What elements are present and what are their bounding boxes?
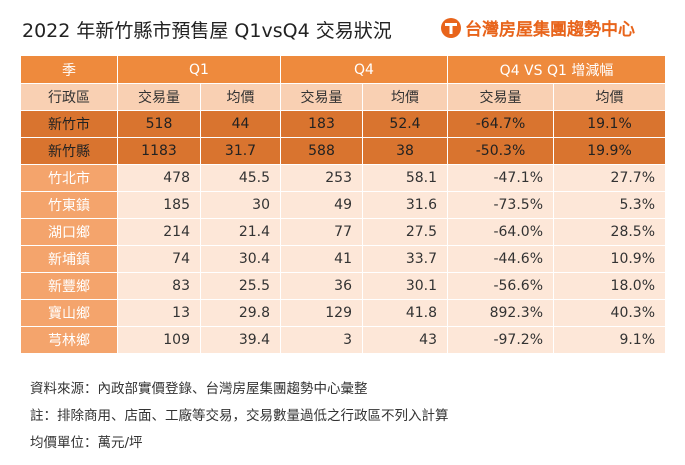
group-header-row: 季 Q1 Q4 Q4 VS Q1 增減幅 xyxy=(20,55,667,84)
note: 資料來源：內政部實價登錄、台灣房屋集團趨勢中心彙整 xyxy=(30,381,368,397)
cell: 74 xyxy=(117,245,201,273)
logo-icon xyxy=(441,17,461,38)
table-row: 芎林鄉 109 39.4 3 43 -97.2% 9.1% xyxy=(20,326,667,354)
district: 湖口鄉 xyxy=(20,218,118,246)
cell: 43 xyxy=(362,326,448,354)
cell: 18.0% xyxy=(552,272,667,300)
cell: 31.7 xyxy=(200,137,281,165)
table-row: 寶山鄉 13 29.8 129 41.8 892.3% 40.3% xyxy=(20,299,667,327)
cell: 58.1 xyxy=(362,164,448,192)
district: 新埔鎮 xyxy=(20,245,118,273)
cell: 25.5 xyxy=(200,272,281,300)
cell: 185 xyxy=(117,191,201,219)
cell: -97.2% xyxy=(447,326,554,354)
cell: 21.4 xyxy=(200,218,281,246)
cell: 77 xyxy=(280,218,363,246)
table: 季 Q1 Q4 Q4 VS Q1 增減幅 行政區 交易量 均價 交易量 均價 交易量 均價 新竹市 51… xyxy=(20,55,667,354)
note: 註：排除商用、店面、工廠等交易，交易數量過低之行政區不列入計算 xyxy=(30,408,449,424)
cell: -56.6% xyxy=(447,272,554,300)
logo-text: 台灣房屋集團趨勢中心 xyxy=(465,20,635,40)
cell: 39.4 xyxy=(200,326,281,354)
cell: -64.0% xyxy=(447,218,554,246)
district: 竹北市 xyxy=(20,164,118,192)
column-header: 交易量 xyxy=(117,83,201,111)
cell: 41 xyxy=(280,245,363,273)
district: 芎林鄉 xyxy=(20,326,118,354)
cell: 3 xyxy=(280,326,363,354)
cell: 478 xyxy=(117,164,201,192)
table-row: 湖口鄉 214 21.4 77 27.5 -64.0% 28.5% xyxy=(20,218,667,246)
cell: 9.1% xyxy=(552,326,667,354)
cell: 28.5% xyxy=(552,218,667,246)
cell: -50.3% xyxy=(447,137,554,165)
table-row: 竹北市 478 45.5 253 58.1 -47.1% 27.7% xyxy=(20,164,667,192)
cell: 30.4 xyxy=(200,245,281,273)
cell: 129 xyxy=(280,299,363,327)
cell: 214 xyxy=(117,218,201,246)
group-header: Q4 xyxy=(280,55,448,84)
column-header: 交易量 xyxy=(280,83,363,111)
cell: 518 xyxy=(117,110,201,138)
cell: 1183 xyxy=(117,137,201,165)
cell: 31.6 xyxy=(362,191,448,219)
cell: 253 xyxy=(280,164,363,192)
cell: 27.5 xyxy=(362,218,448,246)
cell: 83 xyxy=(117,272,201,300)
cell: 38 xyxy=(362,137,448,165)
cell: -47.1% xyxy=(447,164,554,192)
group-header: Q4 VS Q1 增減幅 xyxy=(446,55,667,84)
cell: -64.7% xyxy=(447,110,554,138)
cell: 183 xyxy=(280,110,363,138)
district: 竹東鎮 xyxy=(20,191,118,219)
table-row: 新埔鎮 74 30.4 41 33.7 -44.6% 10.9% xyxy=(20,245,667,273)
cell: 30.1 xyxy=(362,272,448,300)
table-row: 新豐鄉 83 25.5 36 30.1 -56.6% 18.0% xyxy=(20,272,667,300)
group-header: Q1 xyxy=(117,55,281,84)
cell: 109 xyxy=(117,326,201,354)
table-row: 新竹縣 1183 31.7 588 38 -50.3% 19.9% xyxy=(20,137,667,165)
cell: -44.6% xyxy=(447,245,554,273)
district: 寶山鄉 xyxy=(20,299,118,327)
cell: 588 xyxy=(280,137,363,165)
cell: 13 xyxy=(117,299,201,327)
cell: -73.5% xyxy=(447,191,554,219)
note: 均價單位：萬元/坪 xyxy=(30,435,143,451)
column-header: 交易量 xyxy=(447,83,554,111)
cell: 19.9% xyxy=(552,137,667,165)
column-header: 均價 xyxy=(552,83,667,111)
district: 新竹縣 xyxy=(20,137,118,165)
cell: 40.3% xyxy=(552,299,667,327)
cell: 892.3% xyxy=(447,299,554,327)
district: 新豐鄉 xyxy=(20,272,118,300)
table-row: 竹東鎮 185 30 49 31.6 -73.5% 5.3% xyxy=(20,191,667,219)
title: 2022 年新竹縣市預售屋 Q1vsQ4 交易狀況 xyxy=(22,20,392,42)
column-header: 均價 xyxy=(200,83,281,111)
group-header: 季 xyxy=(20,55,118,84)
column-header: 均價 xyxy=(362,83,448,111)
cell: 41.8 xyxy=(362,299,448,327)
cell: 19.1% xyxy=(552,110,667,138)
cell: 10.9% xyxy=(552,245,667,273)
cell: 52.4 xyxy=(362,110,448,138)
cell: 5.3% xyxy=(552,191,667,219)
cell: 33.7 xyxy=(362,245,448,273)
column-header: 行政區 xyxy=(20,83,118,111)
column-header-row: 行政區 交易量 均價 交易量 均價 交易量 均價 xyxy=(20,83,667,111)
cell: 45.5 xyxy=(200,164,281,192)
cell: 49 xyxy=(280,191,363,219)
cell: 36 xyxy=(280,272,363,300)
cell: 30 xyxy=(200,191,281,219)
table-row: 新竹市 518 44 183 52.4 -64.7% 19.1% xyxy=(20,110,667,138)
cell: 27.7% xyxy=(552,164,667,192)
cell: 29.8 xyxy=(200,299,281,327)
district: 新竹市 xyxy=(20,110,118,138)
logo: 台灣房屋集團趨勢中心 xyxy=(440,15,635,40)
cell: 44 xyxy=(200,110,281,138)
